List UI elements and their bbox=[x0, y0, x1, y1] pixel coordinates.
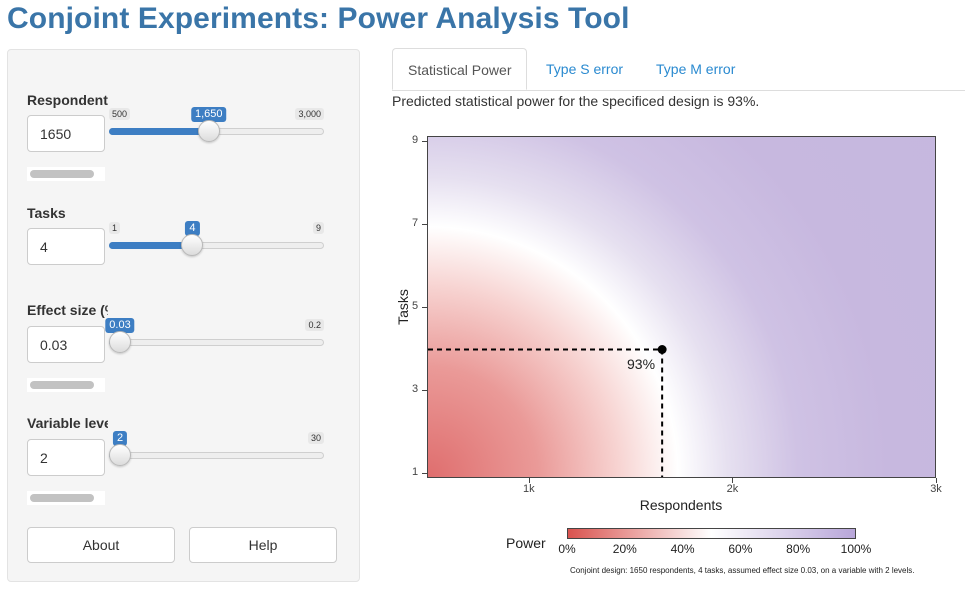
tab-statistical-power[interactable]: Statistical Power bbox=[392, 48, 528, 90]
design-point-marker bbox=[657, 345, 667, 354]
slider-fill bbox=[109, 128, 209, 135]
app-title: Conjoint Experiments: Power Analysis Too… bbox=[7, 2, 630, 35]
respondents-min: 500 bbox=[109, 108, 131, 120]
y-tick-label: 9 bbox=[412, 134, 419, 146]
y-tick-label: 7 bbox=[412, 217, 419, 229]
legend-tick-label: 100% bbox=[840, 542, 872, 556]
effect-size-label: Effect size (%) bbox=[27, 302, 108, 318]
x-tick-label: 2k bbox=[726, 483, 739, 495]
respondents-current: 1,650 bbox=[191, 107, 227, 122]
y-axis-title: Tasks bbox=[395, 289, 411, 325]
slider-handle[interactable] bbox=[181, 234, 204, 256]
slider-track[interactable] bbox=[109, 339, 324, 346]
legend-tick-label: 0% bbox=[558, 542, 576, 556]
power-summary: Predicted statistical power for the spec… bbox=[392, 93, 760, 109]
tasks-min: 1 bbox=[109, 222, 121, 234]
tab-type-s-error[interactable]: Type S error bbox=[546, 61, 624, 77]
y-tick-mark bbox=[422, 307, 427, 308]
help-button[interactable]: Help bbox=[189, 527, 337, 563]
y-tick-mark bbox=[422, 141, 427, 142]
legend-tick-label: 60% bbox=[728, 542, 753, 556]
x-tick-mark bbox=[528, 478, 530, 483]
respondents-label: Respondents bbox=[27, 92, 108, 108]
levels-max: 30 bbox=[307, 432, 324, 444]
x-axis-title: Respondents bbox=[639, 497, 723, 513]
y-tick-label: 5 bbox=[412, 300, 419, 312]
tasks-slider[interactable]: 1 9 4 bbox=[109, 221, 324, 262]
x-tick-mark bbox=[936, 478, 937, 483]
y-tick-label: 1 bbox=[412, 466, 419, 478]
tasks-input[interactable] bbox=[27, 228, 105, 265]
slider-track[interactable] bbox=[109, 452, 324, 459]
respondents-slider[interactable]: 500 3,000 1,650 bbox=[109, 107, 324, 148]
slider-handle[interactable] bbox=[109, 331, 131, 353]
y-tick-mark bbox=[422, 390, 427, 391]
legend-colorbar bbox=[567, 528, 856, 539]
x-tick-mark bbox=[732, 478, 734, 483]
y-tick-mark bbox=[422, 473, 427, 474]
slider-handle[interactable] bbox=[109, 444, 131, 466]
levels-current: 2 bbox=[112, 431, 128, 446]
levels-label: Variable levels bbox=[27, 415, 108, 431]
effect-size-current: 0.03 bbox=[105, 318, 135, 333]
design-caption: Conjoint design: 1650 respondents, 4 tas… bbox=[570, 566, 915, 575]
legend-tick-label: 20% bbox=[612, 542, 637, 556]
levels-slider[interactable]: 30 2 bbox=[109, 431, 324, 472]
effect-size-scrollbar[interactable] bbox=[27, 378, 105, 392]
power-heatmap bbox=[427, 136, 936, 478]
y-tick-mark bbox=[422, 224, 427, 225]
y-tick-label: 3 bbox=[412, 383, 419, 395]
sidebar: Respondents 500 3,000 1,650 Tasks 1 9 4 … bbox=[7, 49, 360, 582]
marker-label: 93% bbox=[627, 356, 656, 372]
tasks-label: Tasks bbox=[27, 205, 66, 221]
effect-size-slider[interactable]: 0.2 0.03 bbox=[105, 318, 324, 359]
respondents-max: 3,000 bbox=[295, 108, 324, 120]
legend-tick-label: 40% bbox=[670, 542, 695, 556]
heatmap-overlay bbox=[428, 345, 667, 477]
tab-type-m-error[interactable]: Type M error bbox=[656, 61, 736, 77]
slider-handle[interactable] bbox=[197, 120, 220, 142]
about-button[interactable]: About bbox=[27, 527, 175, 563]
tasks-current: 4 bbox=[185, 221, 200, 236]
effect-size-max: 0.2 bbox=[305, 319, 324, 331]
legend-tick-label: 80% bbox=[786, 542, 811, 556]
legend-title: Power bbox=[506, 535, 546, 551]
slider-fill bbox=[109, 242, 193, 249]
levels-input[interactable] bbox=[27, 439, 105, 476]
levels-scrollbar[interactable] bbox=[27, 491, 105, 505]
x-tick-label: 1k bbox=[522, 483, 535, 495]
respondents-scrollbar[interactable] bbox=[27, 167, 105, 181]
x-tick-label: 3k bbox=[930, 483, 942, 495]
tasks-max: 9 bbox=[312, 222, 324, 234]
effect-size-input[interactable] bbox=[27, 326, 105, 363]
respondents-input[interactable] bbox=[27, 115, 105, 152]
tab-bar: Statistical Power Type S error Type M er… bbox=[392, 48, 965, 91]
